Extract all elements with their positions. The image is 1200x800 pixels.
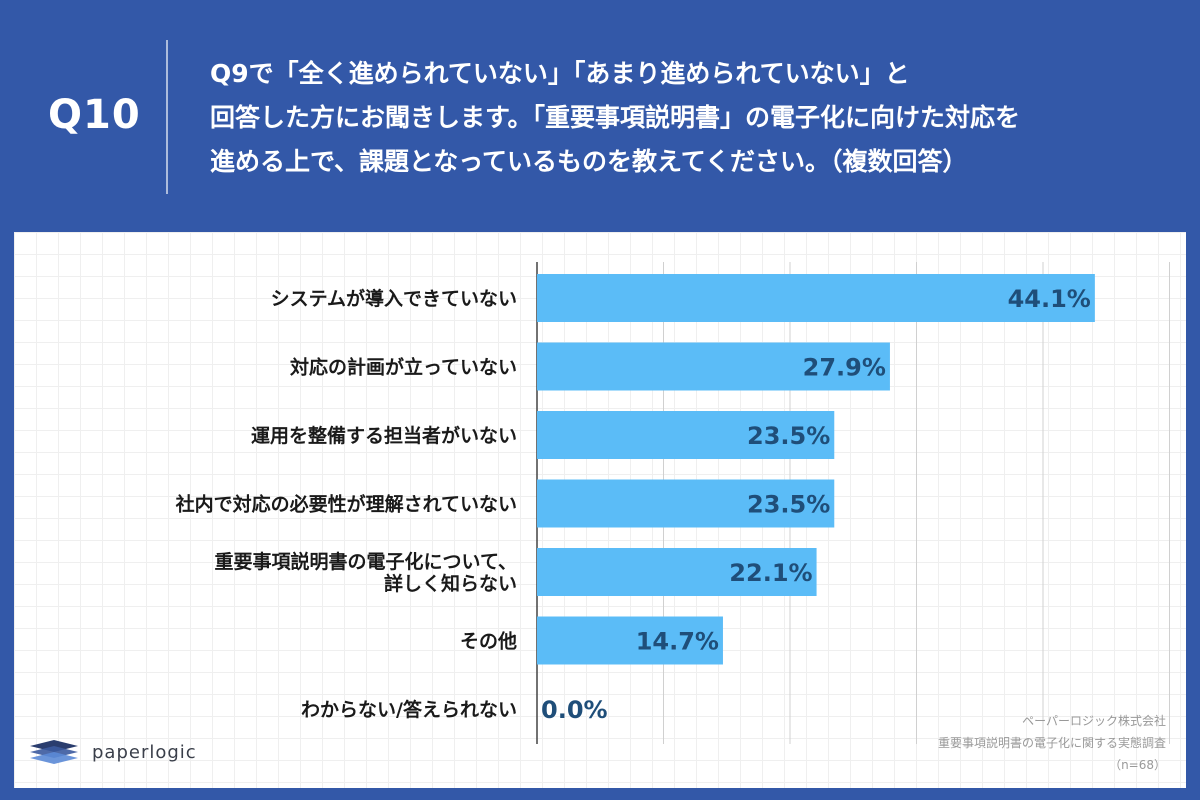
data-label: 22.1% — [729, 559, 812, 587]
data-label: 0.0% — [541, 696, 608, 724]
bar-chart: システムが導入できていない 44.1% 対応の計画が立っていない 27.9% 運用を整備… — [175, 262, 1170, 744]
bar — [537, 548, 817, 596]
category-label: 運用を整備する担当者がいない — [251, 424, 517, 447]
category-label: その他 — [460, 630, 517, 653]
category-label: システムが導入できていない — [271, 287, 517, 310]
question-number: Q10 — [48, 92, 141, 138]
bar — [537, 342, 890, 391]
bar — [537, 616, 723, 665]
bar — [537, 411, 835, 459]
bar — [537, 274, 1095, 322]
header-divider — [166, 40, 168, 194]
logo-text: paperlogic — [92, 741, 197, 763]
chart-panel: システムが導入できていない 44.1% 対応の計画が立っていない 27.9% 運用を整備… — [14, 232, 1186, 788]
data-label: 27.9% — [803, 354, 886, 382]
question-text: Q9で「全く進められていない」「あまり進められていない」と 回答した方にお聞きし… — [210, 52, 1170, 184]
category-label: わからない/答えられない — [301, 698, 517, 721]
paperlogic-logo: paperlogic — [26, 732, 197, 772]
category-label: 社内で対応の必要性が理解されていない — [175, 493, 517, 516]
category-label: 重要事項説明書の電子化について、詳しく知らない — [215, 550, 517, 595]
credit-sample: （n=68） — [1109, 758, 1166, 772]
credit-block: ペーパーロジック株式会社 重要事項説明書の電子化に関する実態調査 （n=68） — [938, 710, 1166, 776]
category-label: 対応の計画が立っていない — [289, 356, 517, 379]
data-label: 23.5% — [747, 491, 830, 519]
data-label: 23.5% — [747, 422, 830, 450]
credit-company: ペーパーロジック株式会社 — [1022, 714, 1166, 728]
credit-survey: 重要事項説明書の電子化に関する実態調査 — [937, 736, 1166, 750]
question-line-3: 進める上で、課題となっているものを教えてください。（複数回答） — [210, 147, 968, 176]
header: Q10 Q9で「全く進められていない」「あまり進められていない」と 回答した方に… — [0, 0, 1200, 232]
paperlogic-logo-icon — [30, 740, 78, 764]
question-line-2: 回答した方にお聞きします。「重要事項説明書」の電子化に向けた対応を — [210, 103, 1021, 132]
bar — [537, 479, 835, 528]
question-line-1: Q9で「全く進められていない」「あまり進められていない」と — [210, 59, 910, 88]
data-label: 44.1% — [1008, 285, 1091, 313]
data-label: 14.7% — [636, 628, 719, 656]
